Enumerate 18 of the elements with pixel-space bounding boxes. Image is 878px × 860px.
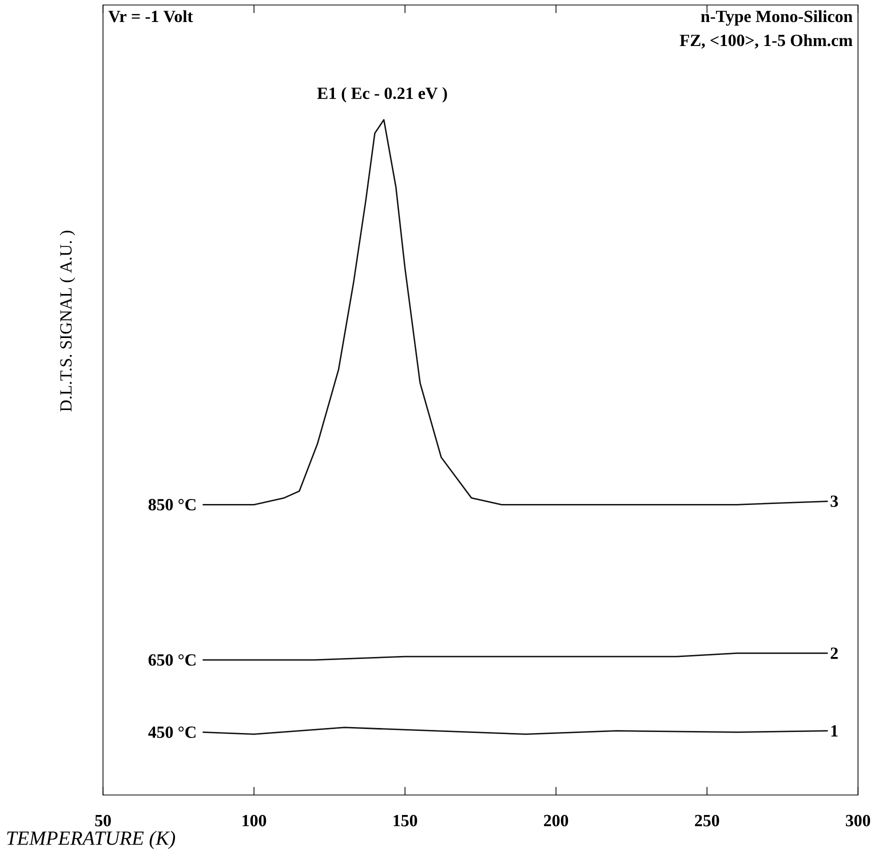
series-label: 450 °C xyxy=(148,726,196,738)
annotation: 1 xyxy=(831,725,838,736)
series-label: 650 °C xyxy=(148,654,196,666)
x-tick-label: 50 xyxy=(95,814,111,826)
text: Vr = -1 Volt xyxy=(108,10,193,22)
x-axis-title: TEMPERATURE (K) xyxy=(7,830,176,849)
text: n-Type Mono-Silicon xyxy=(701,10,853,26)
series-label: 850 °C xyxy=(148,498,196,510)
x-tick-label: 150 xyxy=(394,814,418,826)
text: E1 ( Ec - 0.21 eV ) xyxy=(317,87,447,102)
x-tick-label: 250 xyxy=(694,814,720,826)
annotation: 3 xyxy=(830,496,838,507)
y-axis-title: D.L.T.S. SIGNAL ( A.U. ) xyxy=(60,230,76,412)
text: FZ, <100>, 1-5 Ohm.cm xyxy=(680,34,852,49)
annotation: 2 xyxy=(830,648,838,659)
x-tick-label: 300 xyxy=(846,814,870,826)
x-tick-label: 200 xyxy=(544,814,568,826)
x-tick-label: 100 xyxy=(242,814,266,826)
